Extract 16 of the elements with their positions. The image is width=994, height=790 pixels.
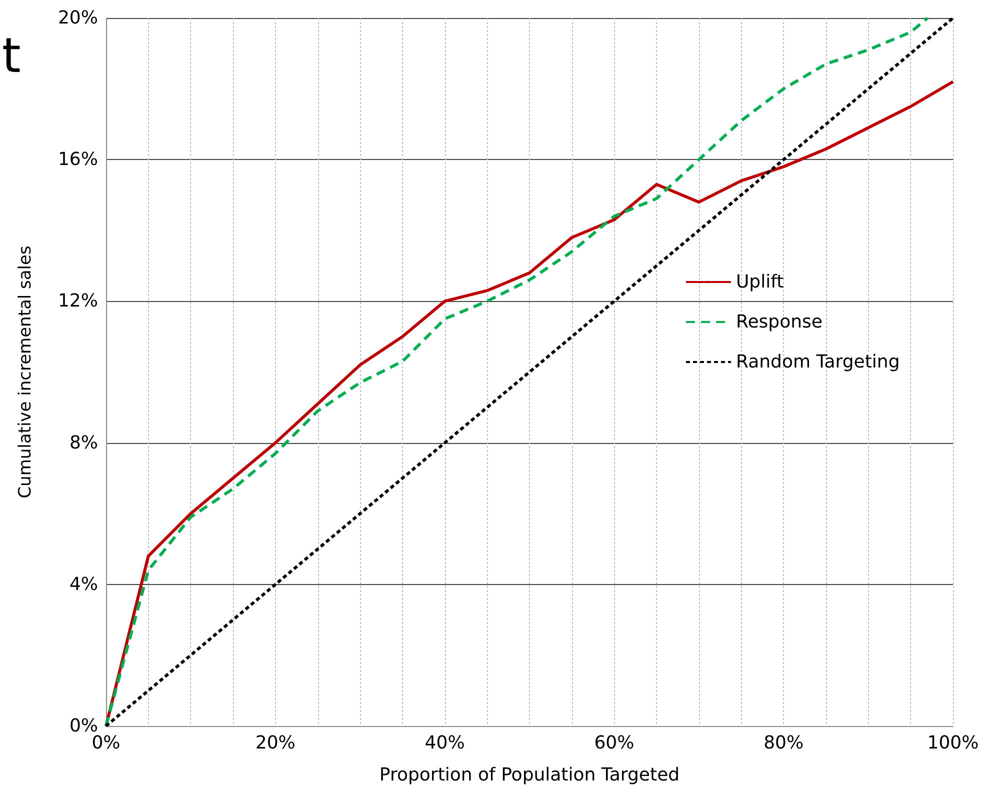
y-tick-label: 16%: [58, 149, 98, 170]
x-axis-title: Proportion of Population Targeted: [379, 764, 680, 786]
y-tick-label: 8%: [69, 432, 98, 454]
legend-label: Uplift: [736, 272, 784, 292]
text: t: [2, 28, 21, 84]
y-tick-label: 20%: [58, 8, 98, 28]
y-tick-label: 12%: [58, 290, 98, 312]
y-tick-label: 4%: [69, 574, 98, 595]
x-tick-label: 60%: [594, 732, 634, 754]
x-tick-label: 100%: [927, 732, 979, 754]
y-axis-title: Cumulative incremental sales: [16, 246, 36, 498]
x-tick-label: 80%: [764, 732, 804, 754]
legend-label: Random Targeting: [736, 352, 900, 372]
x-tick-label: 40%: [424, 732, 465, 754]
legend-label: Response: [736, 312, 822, 332]
x-tick-label: 20%: [255, 732, 296, 754]
